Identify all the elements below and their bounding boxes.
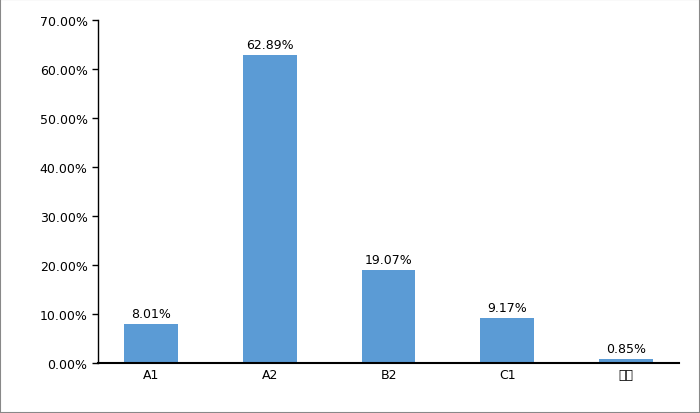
Text: 8.01%: 8.01%	[131, 307, 171, 320]
Text: 9.17%: 9.17%	[487, 301, 527, 315]
Text: 0.85%: 0.85%	[606, 342, 646, 355]
Text: 62.89%: 62.89%	[246, 38, 293, 52]
Bar	[362, 270, 415, 363]
Bar	[125, 324, 178, 363]
Text: 19.07%: 19.07%	[365, 253, 412, 266]
Bar	[480, 318, 534, 363]
Bar	[599, 359, 652, 363]
Bar	[243, 55, 297, 363]
